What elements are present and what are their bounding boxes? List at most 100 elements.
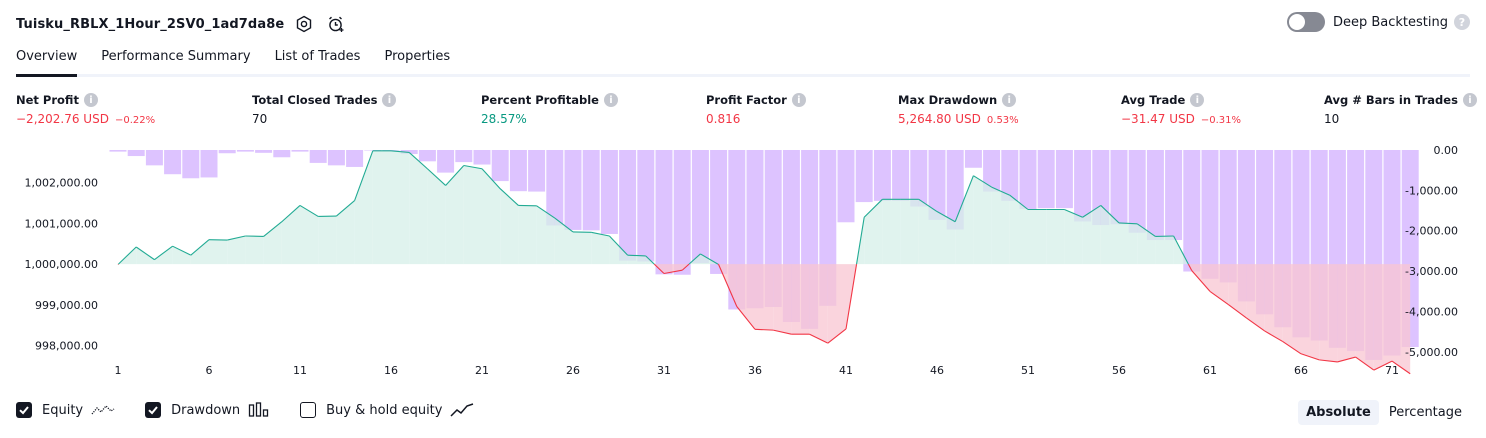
info-icon[interactable]: i	[1190, 93, 1205, 107]
absolute-button[interactable]: Absolute	[1298, 400, 1379, 425]
equity-area-segment	[755, 264, 774, 331]
equity-area-segment	[190, 239, 209, 265]
equity-area-segment	[991, 187, 1010, 265]
drawdown-bar	[564, 150, 582, 230]
info-icon[interactable]: i	[382, 93, 397, 107]
equity-area-segment	[136, 246, 155, 265]
equity-line-segment	[681, 263, 690, 271]
drawdown-bar	[418, 150, 436, 162]
drawdown-bar	[1055, 150, 1073, 209]
equity-line-segment	[1391, 360, 1411, 375]
equity-area-segment	[281, 205, 300, 265]
buy-hold-checkbox[interactable]	[300, 402, 317, 418]
equity-drawdown-chart[interactable]: 1,002,000.00 1,001,000.00 1,000,000.00 999,…	[0, 140, 1486, 376]
legend-item-equity[interactable]: Equity	[16, 402, 115, 418]
x-axis-tick-label: 26	[566, 364, 580, 376]
equity-line-segment	[463, 164, 483, 170]
equity-area-segment	[791, 264, 810, 335]
x-axis-tick-label: 61	[1203, 364, 1217, 376]
summary-metrics: Net Profit i −2,202.76 USD −0.22% Total Cl…	[16, 93, 1477, 133]
equity-area-segment	[1373, 264, 1392, 371]
info-icon[interactable]: i	[83, 93, 98, 107]
metric-label: Avg # Bars in Trades	[1324, 93, 1458, 107]
equity-line-segment	[1227, 304, 1247, 319]
right-axis-tick-label: -2,000.00	[1405, 225, 1458, 238]
info-icon[interactable]: i	[603, 93, 618, 107]
drawdown-bar	[691, 150, 709, 264]
equity-area-segment	[736, 264, 755, 330]
tab-list-of-trades[interactable]: List of Trades	[274, 49, 361, 64]
tab-overview[interactable]: Overview	[16, 46, 78, 77]
tab-performance-summary[interactable]: Performance Summary	[101, 49, 251, 64]
drawdown-bar	[346, 150, 364, 167]
equity-area-segment	[1046, 209, 1065, 265]
equity-line-segment	[281, 205, 301, 223]
info-icon[interactable]: i	[1002, 93, 1017, 107]
x-axis-tick-label: 36	[748, 364, 762, 376]
info-icon[interactable]: i	[1462, 93, 1477, 107]
equity-area-segment	[1282, 264, 1301, 354]
equity-area-segment	[1155, 235, 1174, 265]
settings-gear-icon[interactable]	[292, 12, 316, 36]
x-axis-tick-label: 1	[115, 364, 122, 376]
equity-line-segment	[863, 198, 883, 218]
equity-line-segment	[918, 198, 938, 212]
equity-line-segment	[445, 165, 465, 186]
equity-area-segment	[1319, 264, 1338, 362]
equity-line-segment	[663, 269, 683, 275]
equity-area-segment	[154, 246, 173, 265]
metric-label: Net Profit	[16, 93, 79, 107]
equity-area-segment	[827, 264, 846, 344]
legend-item-drawdown[interactable]: Drawdown	[145, 402, 270, 418]
drawdown-bar	[1146, 150, 1164, 241]
drawdown-bar	[1001, 150, 1019, 201]
equity-area-segment	[1119, 222, 1138, 265]
equity-area-segment	[263, 221, 282, 265]
percentage-button[interactable]: Percentage	[1388, 405, 1462, 420]
drawdown-bar	[710, 150, 728, 274]
add-alert-clock-icon[interactable]	[324, 12, 348, 36]
equity-area-segment	[1228, 264, 1247, 318]
equity-line-segment	[154, 245, 173, 261]
equity-checkbox[interactable]	[16, 402, 32, 418]
help-icon[interactable]: ?	[1454, 14, 1470, 30]
drawdown-bar	[255, 150, 273, 153]
drawdown-bar	[1201, 150, 1219, 279]
equity-line-segment	[954, 175, 974, 222]
equity-area-segment	[809, 264, 828, 344]
equity-area-segment	[591, 232, 610, 265]
drawdown-bar	[509, 150, 527, 192]
drawdown-bar	[437, 150, 455, 173]
drawdown-bar	[1219, 150, 1237, 283]
equity-line-segment	[653, 263, 665, 274]
info-icon[interactable]: i	[791, 93, 806, 107]
equity-line-segment	[1300, 353, 1320, 361]
equity-line-segment	[481, 168, 501, 190]
equity-area-segment	[227, 235, 246, 265]
metric-avg-bars-in-trades: Avg # Bars in Trades i 10	[1324, 93, 1477, 126]
drawdown-bar	[145, 150, 163, 166]
drawdown-bar	[637, 150, 655, 262]
right-axis-tick-label: -3,000.00	[1405, 265, 1458, 278]
equity-line-segment	[1246, 317, 1265, 332]
equity-area-segment	[664, 264, 683, 274]
equity-area-segment	[445, 165, 464, 265]
report-header: Tuisku_RBLX_1Hour_2SV0_1ad7da8e	[16, 10, 348, 38]
left-axis-tick-label: 1,002,000.00	[25, 177, 98, 190]
equity-line-segment	[645, 255, 655, 265]
drawdown-bar	[1165, 150, 1183, 241]
drawdown-bar	[855, 150, 873, 203]
legend-item-buy-hold-equity[interactable]: Buy & hold equity	[300, 402, 474, 418]
equity-area-segment	[937, 211, 956, 265]
equity-line-segment	[736, 306, 756, 330]
deep-backtesting-toggle[interactable]	[1286, 12, 1325, 32]
metric-percent-profitable: Percent Profitable i 28.57%	[481, 93, 618, 126]
equity-line-segment	[536, 205, 556, 219]
tab-properties[interactable]: Properties	[384, 49, 451, 64]
drawdown-checkbox[interactable]	[145, 402, 162, 418]
drawdown-bar	[546, 150, 564, 226]
equity-line-segment	[263, 221, 283, 237]
equity-line-segment	[856, 217, 865, 265]
drawdown-bar	[109, 150, 127, 152]
right-axis-tick-label: -4,000.00	[1405, 305, 1458, 318]
